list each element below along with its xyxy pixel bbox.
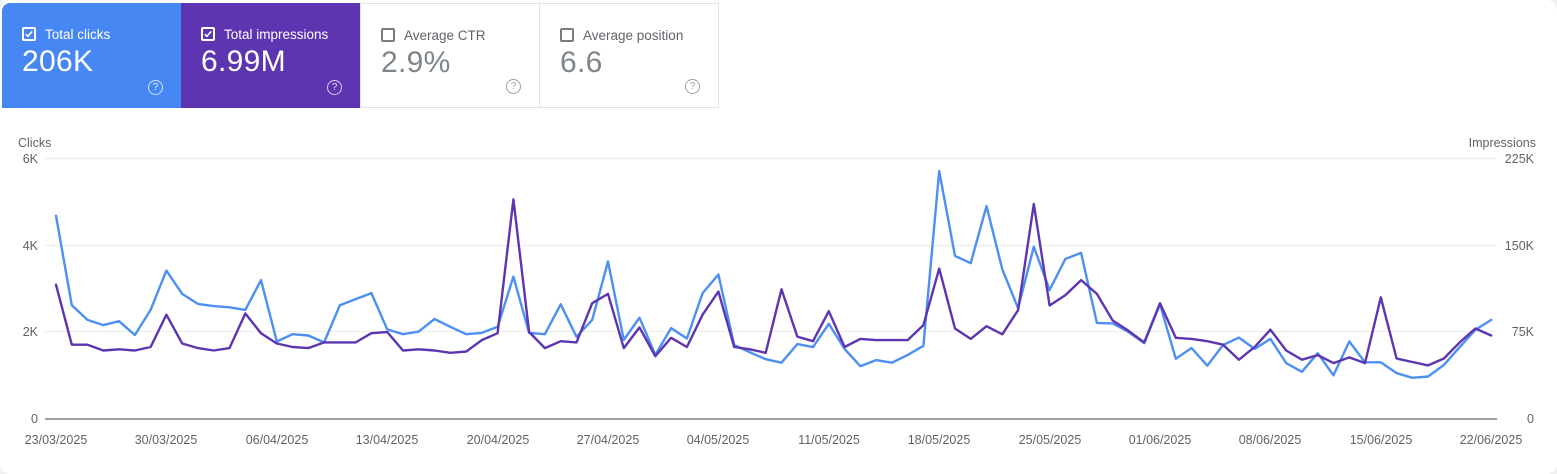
checkbox-checked-icon[interactable] [22, 27, 36, 41]
x-axis-date-label: 08/06/2025 [1238, 433, 1302, 447]
gridline [45, 158, 1497, 159]
x-axis-date-label: 22/06/2025 [1459, 433, 1523, 447]
left-axis-tick: 2K [22, 325, 38, 339]
help-icon[interactable]: ? [148, 80, 163, 95]
metric-card-average-position[interactable]: Average position 6.6 ? [539, 3, 719, 108]
x-axis-date-label: 01/06/2025 [1128, 433, 1192, 447]
metric-label: Average CTR [404, 28, 486, 43]
x-axis-date-label: 20/04/2025 [466, 433, 530, 447]
right-axis-tick: 0 [1527, 412, 1534, 426]
x-axis-date-label: 15/06/2025 [1349, 433, 1413, 447]
checkbox-checked-icon[interactable] [201, 27, 215, 41]
metric-label: Average position [583, 28, 684, 43]
left-axis-title: Clicks [18, 136, 52, 150]
help-icon[interactable]: ? [327, 80, 342, 95]
metric-value: 2.9% [381, 46, 451, 79]
help-icon[interactable]: ? [506, 79, 521, 94]
left-axis-tick: 0 [31, 412, 38, 426]
metric-value: 206K [22, 45, 94, 78]
checkbox-unchecked-icon[interactable] [381, 28, 395, 42]
x-axis-date-label: 30/03/2025 [134, 433, 198, 447]
right-axis-title: Impressions [1468, 136, 1536, 150]
chart-plot-area[interactable] [45, 150, 1497, 420]
right-axis-tick: 225K [1504, 152, 1534, 166]
checkbox-unchecked-icon[interactable] [560, 28, 574, 42]
x-axis-line [45, 418, 1497, 420]
x-axis-date-label: 13/04/2025 [355, 433, 419, 447]
metric-card-average-ctr[interactable]: Average CTR 2.9% ? [360, 3, 540, 108]
right-axis-tick: 150K [1504, 239, 1534, 253]
metric-value: 6.6 [560, 46, 603, 79]
x-axis-date-label: 11/05/2025 [798, 433, 860, 447]
metric-card-total-clicks[interactable]: Total clicks 206K ? [2, 3, 181, 108]
left-axis-tick: 4K [22, 239, 38, 253]
metric-value: 6.99M [201, 45, 286, 78]
help-icon[interactable]: ? [685, 79, 700, 94]
x-axis-date-label: 06/04/2025 [245, 433, 309, 447]
right-axis-tick: 75K [1511, 325, 1534, 339]
x-axis-date-label: 27/04/2025 [576, 433, 640, 447]
x-axis-date-label: 18/05/2025 [907, 433, 971, 447]
left-axis-tick: 6K [22, 152, 38, 166]
metric-label: Total clicks [45, 27, 111, 42]
x-axis-date-label: 04/05/2025 [686, 433, 750, 447]
x-axis-date-label: 25/05/2025 [1018, 433, 1082, 447]
metric-label: Total impressions [224, 27, 329, 42]
metric-card-total-impressions[interactable]: Total impressions 6.99M ? [181, 3, 360, 108]
x-axis-date-label: 23/03/2025 [24, 433, 88, 447]
